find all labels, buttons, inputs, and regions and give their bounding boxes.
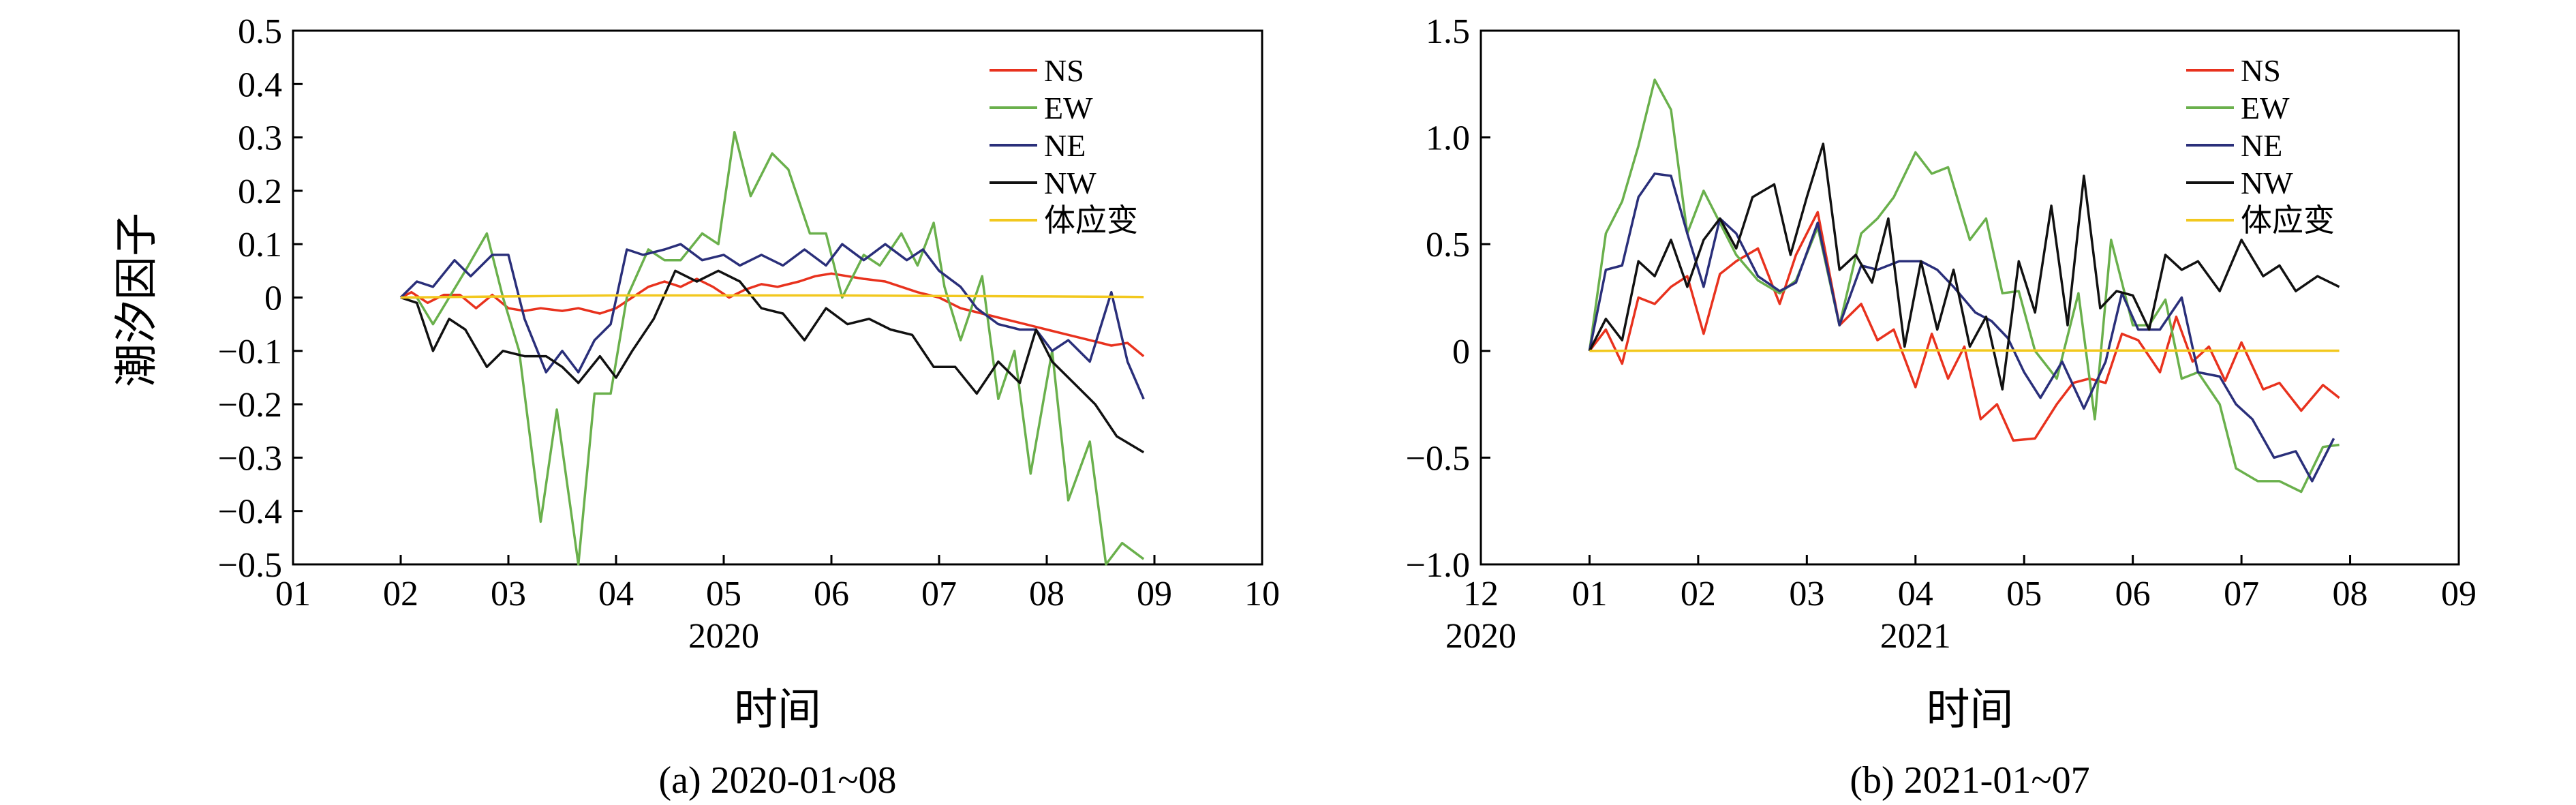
series-line-NS: [1589, 211, 2340, 442]
x-tick-year-label: 2020: [1445, 617, 1516, 656]
panel-caption: (b) 2021-01~07: [1850, 759, 2089, 802]
x-tick-label: 06: [2115, 575, 2151, 613]
x-tick-label: 12: [1463, 575, 1499, 613]
y-tick-label: 0.2: [238, 172, 282, 211]
y-tick-label: 1.0: [1426, 119, 1470, 158]
y-tick-label: −0.3: [218, 439, 282, 478]
x-tick-label: 04: [598, 575, 634, 613]
legend-label-NS: NS: [1044, 53, 1084, 88]
series-line-EW: [1588, 78, 2340, 493]
y-axis-title: 潮汐因子: [112, 213, 161, 387]
x-tick-label: 08: [1029, 575, 1064, 613]
x-tick-label: 07: [921, 575, 957, 613]
legend-label-NE: NE: [1044, 128, 1086, 163]
x-tick-label: 09: [2441, 575, 2477, 613]
y-tick-label: 0.3: [238, 119, 282, 158]
y-tick-label: 0: [264, 279, 282, 318]
series-line-NW: [1588, 142, 2340, 391]
x-tick-label: 05: [2006, 575, 2042, 613]
x-tick-label: 05: [706, 575, 741, 613]
x-tick-label: 01: [275, 575, 311, 613]
x-tick-label: 09: [1137, 575, 1172, 613]
y-tick-label: −0.4: [218, 493, 282, 532]
x-year-label: 2021: [1880, 617, 1951, 656]
series-line-NW: [400, 269, 1145, 454]
y-tick-label: −0.1: [218, 333, 282, 371]
y-tick-label: 0.1: [238, 226, 282, 264]
x-tick-label: 02: [383, 575, 418, 613]
series-line-体应变: [1589, 349, 2340, 352]
y-tick-label: −0.2: [218, 386, 282, 425]
y-tick-label: −0.5: [218, 546, 282, 585]
legend-label-NS: NS: [2241, 53, 2281, 88]
x-tick-label: 01: [1571, 575, 1607, 613]
panel-b: 12 01 02 03 04 05 06 07 08 09 2020 2021 −1.0 −0.5 0 0.5…: [1406, 12, 2477, 802]
legend-label-体应变: 体应变: [2241, 203, 2335, 238]
legend-label-EW: EW: [2241, 91, 2290, 125]
x-tick-label: 02: [1681, 575, 1716, 613]
x-year-label: 2020: [688, 617, 759, 656]
y-tick-label: −1.0: [1406, 546, 1470, 585]
y-tick-label: 0.5: [1426, 226, 1470, 264]
series-line-NE: [399, 243, 1145, 399]
x-axis-title: 时间: [1927, 686, 2014, 734]
x-tick-label: 03: [1789, 575, 1824, 613]
x-tick-label: 07: [2224, 575, 2259, 613]
x-tick-label: 04: [1898, 575, 1933, 613]
panel-a: 01 02 03 04 05 06 07 08 09 10 2020 −0.5 −0.4 −0.3 −0.2…: [218, 12, 1280, 802]
legend-label-NE: NE: [2241, 128, 2282, 163]
legend-label-EW: EW: [1044, 91, 1093, 125]
legend-label-NW: NW: [2241, 166, 2293, 200]
legend-label-体应变: 体应变: [1044, 203, 1138, 238]
y-tick-label: −0.5: [1406, 439, 1470, 478]
x-axis-title: 时间: [734, 686, 821, 734]
y-tick-label: 1.5: [1426, 12, 1470, 51]
x-tick-label: 10: [1244, 575, 1280, 613]
series-line-NE: [1588, 172, 2335, 483]
x-tick-label: 03: [491, 575, 526, 613]
x-tick-label: 06: [814, 575, 849, 613]
series-line-EW: [401, 131, 1145, 566]
y-tick-label: 0: [1452, 333, 1470, 371]
x-tick-label: 08: [2333, 575, 2368, 613]
plot-frame: [1479, 29, 2460, 566]
series-line-体应变: [400, 294, 1144, 299]
y-tick-label: 0.5: [238, 12, 282, 51]
y-tick-label: 0.4: [238, 65, 282, 104]
panel-caption: (a) 2020-01~08: [658, 759, 896, 802]
legend-label-NW: NW: [1044, 166, 1097, 200]
